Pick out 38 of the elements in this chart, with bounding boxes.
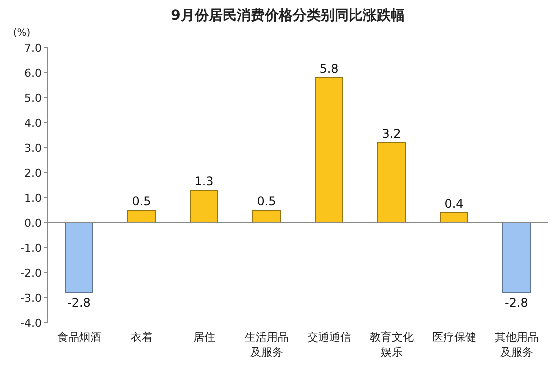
bar: [128, 210, 156, 224]
bar: [190, 190, 218, 224]
x-tick-label: 居住: [193, 331, 216, 344]
data-label: 0.5: [132, 194, 152, 208]
y-tick-label: 5.0: [24, 92, 42, 105]
data-label: 3.2: [382, 127, 402, 141]
x-tick-label: 教育文化娱乐: [370, 331, 414, 359]
x-tick-label: 交通通信: [307, 331, 352, 344]
y-tick-label: 4.0: [24, 117, 42, 130]
y-tick-label: 3.0: [24, 142, 42, 155]
bar: [315, 78, 344, 224]
data-label: 1.3: [194, 174, 214, 188]
x-tick-label: 衣着: [130, 331, 153, 344]
y-tick-label: 6.0: [24, 67, 42, 80]
y-tick-label: -1.0: [20, 242, 42, 255]
y-tick-label: -3.0: [20, 292, 42, 305]
y-tick-label: 2.0: [24, 167, 42, 180]
data-label: 5.8: [320, 62, 339, 76]
y-tick-label: 7.0: [24, 42, 42, 55]
chart-title: 9月份居民消费价格分类别同比涨跌幅: [171, 8, 405, 24]
bar: [65, 222, 94, 294]
x-tick-label: 食品烟酒: [57, 331, 102, 344]
y-axis-title: (%): [13, 28, 31, 39]
bar: [440, 212, 468, 224]
y-tick-label: -4.0: [20, 317, 42, 330]
x-tick-label: 其他用品及服务: [494, 331, 539, 359]
x-tick-label: 医疗保健: [432, 331, 476, 344]
bar: [252, 210, 281, 224]
data-label: 0.5: [257, 194, 276, 208]
data-label: 0.4: [444, 197, 464, 211]
bar: [378, 142, 406, 224]
y-tick-label: 0.0: [24, 217, 42, 230]
data-label: -2.8: [68, 296, 91, 310]
y-tick-label: 1.0: [24, 192, 42, 205]
x-tick-label: 生活用品及服务: [244, 331, 289, 359]
data-label: -2.8: [505, 296, 528, 310]
y-tick-label: -2.0: [20, 267, 42, 280]
bar: [502, 222, 531, 294]
